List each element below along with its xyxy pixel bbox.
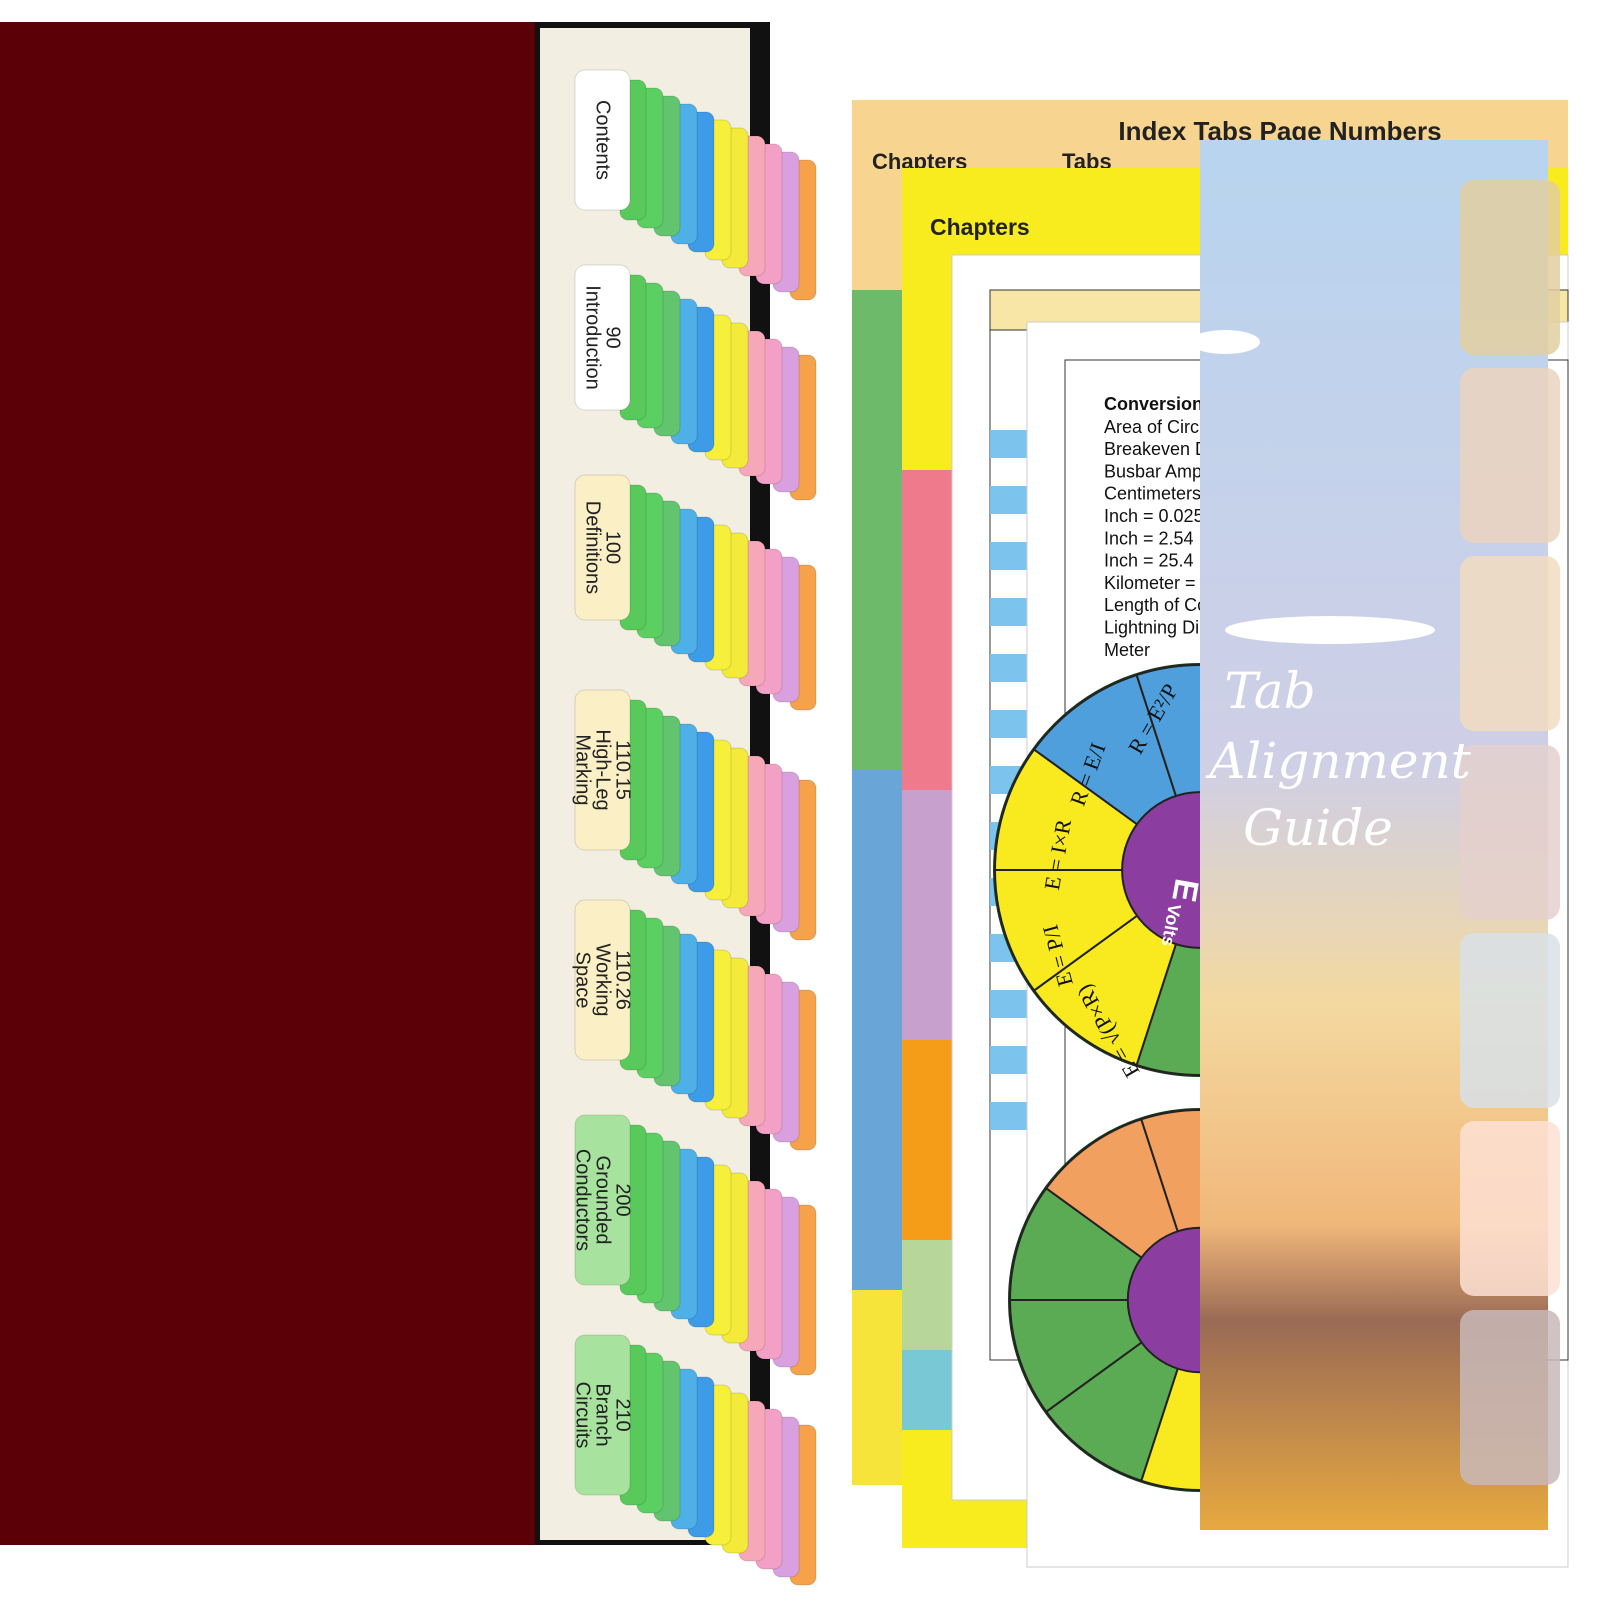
cloud <box>1225 616 1435 644</box>
index-tab-main <box>574 474 631 621</box>
tab-label: High-Leg <box>592 729 614 810</box>
strip <box>902 1350 952 1430</box>
stripe <box>990 486 1027 514</box>
tab-label: Working <box>592 944 614 1017</box>
guide-title: Alignment <box>1205 732 1472 790</box>
alignment-card <box>1460 556 1560 731</box>
conversion-item: Meter <box>1104 640 1150 660</box>
tab-label: Marking <box>572 734 594 805</box>
tab-label: Contents <box>592 100 614 180</box>
tab-label: Introduction <box>582 285 604 390</box>
conversion-item: Lightning Di <box>1104 617 1199 637</box>
tab-label: Conductors <box>572 1149 594 1251</box>
strip <box>902 470 952 790</box>
conversion-item: Breakeven D <box>1104 439 1208 459</box>
strip <box>852 770 902 1290</box>
strip <box>852 1290 902 1485</box>
index-tab-main <box>574 1114 631 1286</box>
conversion-item: Centimeters <box>1104 484 1201 504</box>
strip <box>852 290 902 770</box>
strip <box>902 1240 952 1350</box>
conversion-title: Conversion <box>1104 394 1203 414</box>
conversion-item: Inch = 25.4 <box>1104 551 1194 571</box>
book-cover <box>0 22 540 1545</box>
strip <box>902 1040 952 1240</box>
index-tab-main <box>574 899 631 1061</box>
index-tab-main <box>574 1334 631 1496</box>
tab-label: 210 <box>612 1398 634 1431</box>
alignment-card <box>1460 1121 1560 1296</box>
column-header: Chapters <box>930 214 1030 240</box>
conversion-item: Busbar Amp <box>1104 461 1202 481</box>
strip <box>902 790 952 1040</box>
conversion-item: Kilometer = <box>1104 573 1196 593</box>
stripe <box>990 990 1027 1018</box>
conversion-item: Area of Circl <box>1104 417 1203 437</box>
alignment-card <box>1460 933 1560 1108</box>
guide-title: Tab <box>1224 662 1315 720</box>
tab-label: 100 <box>602 531 624 564</box>
conversion-item: Inch = 2.54 <box>1104 528 1194 548</box>
conversion-item: Length of Co <box>1104 595 1207 615</box>
conversion-item: Inch = 0.025 <box>1104 506 1204 526</box>
tab-label: Space <box>572 952 594 1009</box>
tab-label: 110.15 <box>612 740 634 800</box>
tab-label: 90 <box>602 326 624 348</box>
alignment-card <box>1460 180 1560 355</box>
stripe <box>990 430 1027 458</box>
stripe <box>990 1102 1027 1130</box>
stripe <box>990 1046 1027 1074</box>
index-tab-main <box>574 264 631 411</box>
alignment-card <box>1460 1310 1560 1485</box>
cloud <box>1190 330 1260 354</box>
tab-label: 110.26 <box>612 950 634 1010</box>
stripe <box>990 654 1027 682</box>
tab-label: Circuits <box>572 1382 594 1449</box>
guide-title: Guide <box>1243 799 1393 857</box>
tab-label: Grounded <box>592 1156 614 1245</box>
index-tab-main <box>574 69 631 211</box>
stripe <box>990 598 1027 626</box>
tab-label: 200 <box>612 1183 634 1216</box>
stripe <box>990 710 1027 738</box>
alignment-card <box>1460 745 1560 920</box>
tab-label: Branch <box>592 1383 614 1446</box>
index-tab-main <box>574 689 631 851</box>
tab-label: Definitions <box>582 501 604 594</box>
alignment-card <box>1460 368 1560 543</box>
stripe <box>990 542 1027 570</box>
